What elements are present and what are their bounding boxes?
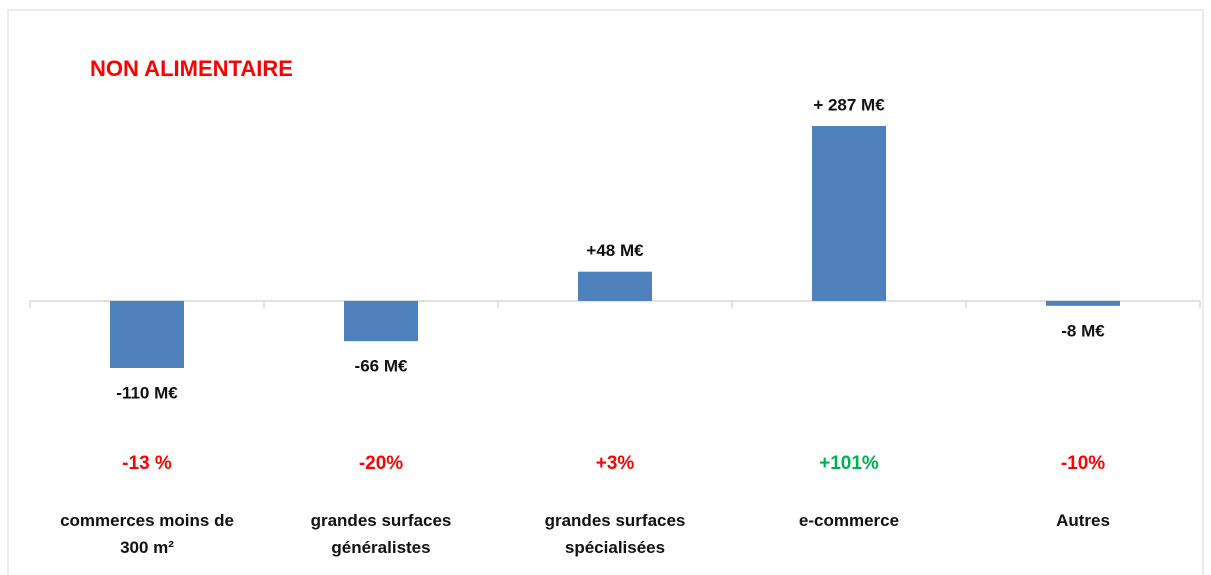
bar <box>812 126 886 301</box>
x-tick-label: grandes surfaces spécialisées <box>544 511 686 557</box>
change-label: -10% <box>1061 453 1105 474</box>
change-label: +3% <box>596 453 635 474</box>
x-tick-label: e-commerce <box>798 511 900 530</box>
chart-border <box>7 9 1204 575</box>
bar <box>578 271 652 301</box>
value-label: -110 M€ <box>116 383 178 402</box>
bar <box>1046 300 1120 306</box>
change-label: +101% <box>819 453 879 474</box>
value-label: -8 M€ <box>1061 321 1105 340</box>
change-label: -20% <box>359 453 403 474</box>
change-label: -13 % <box>122 453 172 474</box>
bar <box>344 300 418 342</box>
x-tick-label: Autres <box>1056 511 1110 530</box>
x-tick-label: commerces moins de 300 m² <box>60 511 234 557</box>
chart-title: NON ALIMENTAIRE <box>90 56 293 81</box>
x-tick-label: grandes surfaces généralistes <box>310 511 452 557</box>
value-label: + 287 M€ <box>813 95 885 114</box>
value-label: -66 M€ <box>355 357 408 376</box>
bar <box>110 300 184 368</box>
value-label: +48 M€ <box>586 241 644 260</box>
